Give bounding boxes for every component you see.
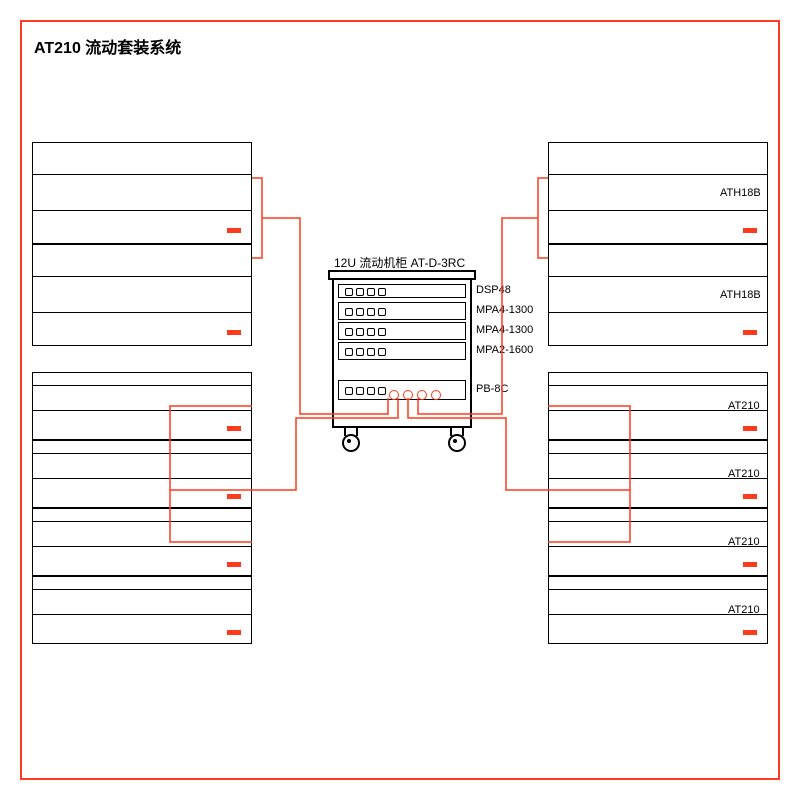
rack-wheel-icon — [342, 434, 360, 452]
cabinet-label: ATH18B — [720, 187, 761, 199]
rack-unit — [338, 380, 466, 400]
indicator-led — [743, 426, 757, 431]
indicator-led — [743, 330, 757, 335]
indicator-led — [227, 494, 241, 499]
indicator-led — [227, 630, 241, 635]
diagram-title: AT210 流动套装系统 — [34, 34, 181, 58]
indicator-led — [743, 494, 757, 499]
indicator-led — [743, 228, 757, 233]
indicator-led — [743, 630, 757, 635]
rack-unit-label: MPA4-1300 — [476, 324, 533, 336]
indicator-led — [227, 562, 241, 567]
speaker-cabinet — [32, 372, 252, 440]
rack-unit-label: MPA2-1600 — [476, 344, 533, 356]
rack-unit — [338, 284, 466, 298]
indicator-led — [227, 330, 241, 335]
rack-title: 12U 流动机柜 AT-D-3RC — [334, 254, 465, 271]
rack-unit — [338, 322, 466, 340]
rack-unit-label: MPA4-1300 — [476, 304, 533, 316]
speaker-cabinet — [32, 440, 252, 508]
cabinet-label: AT210 — [728, 400, 760, 412]
rack-unit-label: DSP48 — [476, 284, 511, 296]
rack-output-ports — [389, 390, 441, 400]
cabinet-label: ATH18B — [720, 289, 761, 301]
speaker-cabinet — [32, 576, 252, 644]
rack-unit-label: PB-8C — [476, 383, 508, 395]
indicator-led — [227, 426, 241, 431]
subwoofer-cabinet — [32, 244, 252, 346]
indicator-led — [743, 562, 757, 567]
rack-unit — [338, 342, 466, 360]
rack-unit — [338, 302, 466, 320]
rack-wheel-icon — [448, 434, 466, 452]
subwoofer-cabinet — [32, 142, 252, 244]
indicator-led — [227, 228, 241, 233]
cabinet-label: AT210 — [728, 536, 760, 548]
cabinet-label: AT210 — [728, 604, 760, 616]
speaker-cabinet — [32, 508, 252, 576]
cabinet-label: AT210 — [728, 468, 760, 480]
